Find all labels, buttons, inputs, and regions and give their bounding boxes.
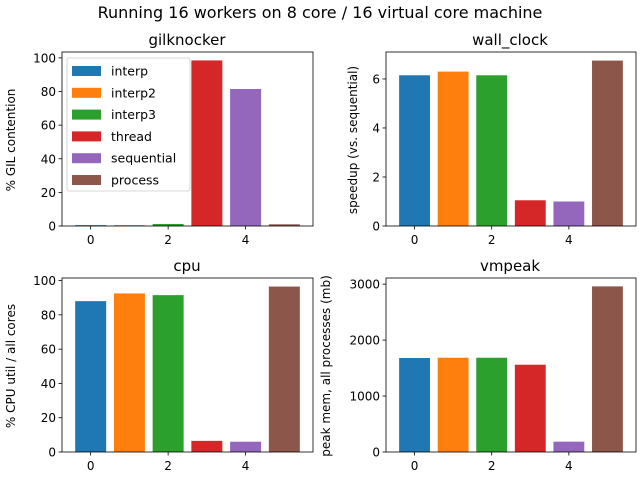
y-axis-label: % GIL contention xyxy=(4,89,18,192)
x-tick-label: 4 xyxy=(565,233,573,247)
y-tick-label: 60 xyxy=(41,119,56,133)
legend-label-thread: thread xyxy=(111,129,152,144)
y-tick-label: 40 xyxy=(41,377,56,391)
legend-label-interp3: interp3 xyxy=(111,107,156,122)
legend-label-interp: interp xyxy=(111,64,148,79)
bar-sequential xyxy=(230,88,262,227)
plot-area: 0 20 40 60 80 100 0 2 4 xyxy=(33,274,314,473)
y-tick-label: 0 xyxy=(48,220,56,234)
subplot-title: wall_clock xyxy=(472,31,548,50)
bar-interp2 xyxy=(437,71,469,226)
legend-label-interp2: interp2 xyxy=(111,85,156,100)
bar-process xyxy=(592,60,623,226)
plot-area: 0 20 40 60 80 100 0 2 4 interp interp2 interp3 threa… xyxy=(33,51,314,247)
y-axis-label: speedup (vs. sequential) xyxy=(346,66,360,214)
y-tick-label: 100 xyxy=(33,51,56,65)
x-tick-label: 0 xyxy=(87,459,95,473)
subplot-title: vmpeak xyxy=(480,257,540,275)
legend-swatch-sequential xyxy=(72,153,101,164)
legend-swatch-interp xyxy=(72,66,101,76)
bar-interp3 xyxy=(476,357,508,452)
legend-label-process: process xyxy=(111,173,159,188)
subplot-gilknocker: gilknocker % GIL contention 020406080100… xyxy=(4,31,314,247)
bar-process xyxy=(268,224,300,226)
axes-frame xyxy=(61,277,314,453)
legend-swatch-interp3 xyxy=(72,109,101,120)
y-tick-label: 80 xyxy=(41,85,56,99)
bar-sequential xyxy=(553,441,585,452)
bar-process xyxy=(592,286,623,452)
axes-frame xyxy=(61,51,314,227)
bar-sequential xyxy=(553,201,585,226)
x-tick-label: 2 xyxy=(164,459,172,473)
subplot-title: cpu xyxy=(173,257,200,275)
x-tick-label: 0 xyxy=(411,233,419,247)
bar-sequential xyxy=(230,441,262,452)
legend-swatch-process xyxy=(72,175,101,185)
x-tick-label: 2 xyxy=(488,459,496,473)
bar-interp xyxy=(75,225,107,226)
figure-title: Running 16 workers on 8 core / 16 virtua… xyxy=(98,3,543,22)
y-axis-label: peak mem, all processes (mb) xyxy=(319,275,333,457)
x-tick-label: 4 xyxy=(565,459,573,473)
bar-interp3 xyxy=(152,223,184,226)
x-tick-label: 2 xyxy=(488,233,496,247)
y-tick-label: 1000 xyxy=(349,390,380,404)
y-tick-label: 20 xyxy=(41,411,56,425)
y-tick-label: 0 xyxy=(372,446,380,460)
bar-interp2 xyxy=(113,225,145,226)
axes-frame xyxy=(385,277,637,453)
y-tick-label: 100 xyxy=(33,274,56,288)
plot-area: 0 1000 2000 3000 0 2 4 xyxy=(349,277,637,473)
y-tick-label: 40 xyxy=(41,152,56,166)
subplot-title: gilknocker xyxy=(148,31,226,49)
y-tick-label: 2000 xyxy=(349,334,380,348)
subplot-vmpeak: vmpeak peak mem, all processes (mb) 0 100… xyxy=(319,257,637,473)
bar-interp2 xyxy=(437,357,469,452)
y-axis-label: % CPU util / all cores xyxy=(4,304,18,428)
legend-swatch-thread xyxy=(72,131,101,142)
bar-interp xyxy=(75,301,107,452)
y-tick-label: 6 xyxy=(372,72,380,86)
legend: interp interp2 interp3 thread sequential proc… xyxy=(66,57,191,192)
subplot-wall-clock: wall_clock speedup (vs. sequential) 0 2 4 6… xyxy=(346,31,637,247)
x-tick-label: 2 xyxy=(164,233,172,247)
y-tick-label: 4 xyxy=(372,121,380,135)
bar-interp3 xyxy=(152,295,184,452)
bar-thread xyxy=(514,364,546,452)
y-tick-label: 80 xyxy=(41,308,56,322)
bar-interp2 xyxy=(113,293,145,452)
legend-label-sequential: sequential xyxy=(111,151,176,166)
bar-thread xyxy=(191,440,223,452)
bar-thread xyxy=(514,200,546,226)
x-tick-label: 0 xyxy=(411,459,419,473)
subplot-cpu: cpu % CPU util / all cores 0204060801000… xyxy=(4,257,314,473)
bar-interp xyxy=(399,75,430,226)
x-tick-label: 0 xyxy=(87,233,95,247)
plot-area: 0 2 4 6 0 2 4 xyxy=(372,51,637,247)
axes-frame xyxy=(385,51,637,227)
y-tick-label: 20 xyxy=(41,186,56,200)
x-tick-label: 4 xyxy=(242,233,250,247)
y-tick-label: 0 xyxy=(48,446,56,460)
y-tick-label: 3000 xyxy=(349,278,380,292)
bar-interp xyxy=(399,358,430,452)
x-tick-label: 4 xyxy=(242,459,250,473)
y-tick-label: 60 xyxy=(41,343,56,357)
bar-process xyxy=(268,286,300,452)
bar-interp3 xyxy=(476,75,508,226)
bar-thread xyxy=(191,60,223,226)
y-tick-label: 0 xyxy=(372,220,380,234)
y-tick-label: 2 xyxy=(372,170,380,184)
legend-swatch-interp2 xyxy=(72,87,101,98)
